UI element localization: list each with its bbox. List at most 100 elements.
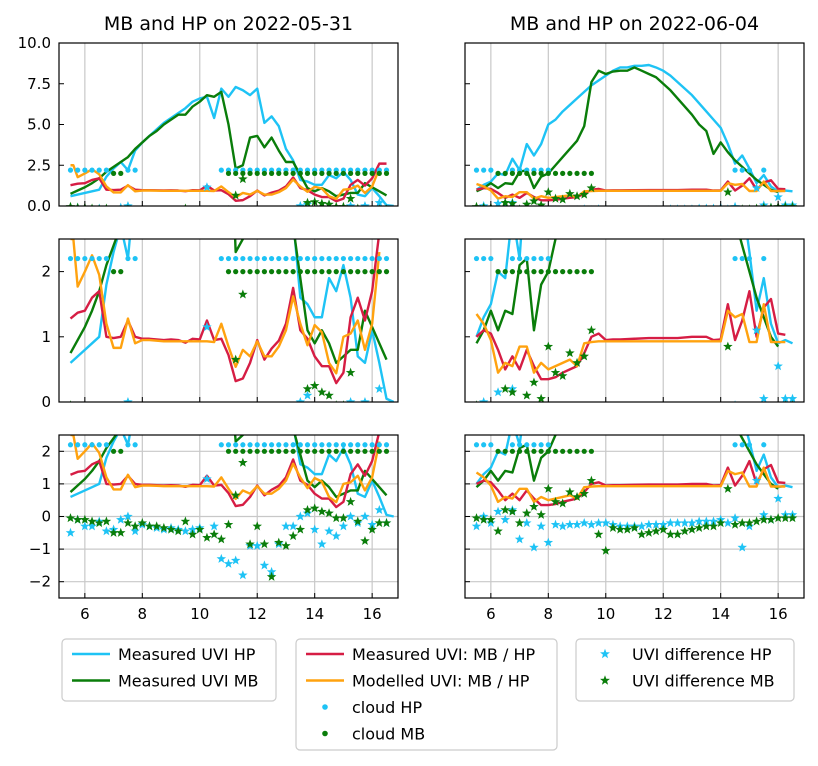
point-diff_mb: [737, 518, 747, 528]
point-diff_hp: [266, 566, 277, 576]
point-cloud_hp: [488, 442, 494, 448]
point-cloud_hp: [290, 255, 296, 262]
x-tick-label: 16: [769, 605, 788, 623]
point-diff_mb: [637, 210, 647, 219]
point-diff_mb: [184, 203, 187, 206]
point-cloud_mb: [290, 170, 296, 176]
point-cloud_hp: [340, 255, 347, 262]
point-cloud_hp: [369, 442, 375, 448]
point-diff_mb: [159, 207, 169, 216]
point-diff_mb: [773, 513, 783, 523]
point-cloud_mb: [495, 170, 501, 176]
point-diff_hp: [345, 511, 356, 521]
point-diff_mb: [755, 203, 758, 206]
point-cloud_mb: [240, 448, 246, 454]
point-diff_hp: [116, 514, 126, 524]
point-diff_mb: [543, 483, 554, 493]
point-diff_mb: [529, 196, 539, 206]
series-line-uvi_mb: [69, 90, 388, 198]
point-cloud_mb: [304, 269, 311, 275]
point-cloud_hp: [746, 255, 753, 262]
panel-title-d2: MB and HP on 2022-06-04: [510, 13, 759, 35]
point-diff_hp: [202, 474, 212, 484]
point-diff_mb: [173, 426, 183, 435]
point-diff_mb: [673, 433, 683, 442]
legend-label-ratio_meas: Measured UVI: MB / HP: [352, 645, 535, 664]
point-cloud_mb: [574, 269, 580, 275]
series-line-ratio_meas: [69, 239, 380, 385]
point-cloud_mb: [304, 448, 311, 454]
point-diff_mb: [680, 426, 690, 435]
point-cloud_hp: [96, 442, 102, 448]
point-diff_mb: [715, 518, 726, 528]
point-diff_hp: [310, 208, 320, 217]
point-diff_hp: [658, 413, 668, 422]
point-diff_hp: [493, 387, 503, 397]
point-diff_hp: [360, 511, 370, 521]
point-diff_mb: [123, 410, 133, 419]
point-diff_mb: [572, 491, 582, 501]
point-diff_hp: [267, 508, 277, 517]
point-diff_mb: [281, 216, 291, 225]
point-cloud_mb: [524, 170, 530, 176]
point-diff_hp: [751, 475, 762, 485]
plot-area: [473, 239, 798, 442]
point-cloud_hp: [355, 442, 361, 448]
point-diff_mb: [123, 518, 133, 528]
point-diff_mb: [672, 529, 683, 539]
point-diff_hp: [274, 215, 284, 224]
point-diff_mb: [780, 513, 791, 523]
point-cloud_mb: [283, 170, 289, 176]
point-cloud_mb: [355, 448, 361, 454]
y-tick-label: 2: [41, 442, 51, 460]
point-cloud_hp: [538, 442, 544, 448]
point-diff_mb: [630, 207, 640, 216]
point-diff_hp: [623, 417, 633, 426]
point-diff_hp: [665, 518, 676, 528]
point-cloud_hp: [276, 442, 282, 448]
point-diff_hp: [780, 393, 791, 402]
series-line-ratio_meas: [70, 435, 380, 509]
point-diff_mb: [173, 208, 183, 217]
point-diff_hp: [737, 542, 747, 552]
point-diff_mb: [144, 521, 155, 531]
point-diff_mb: [345, 193, 356, 203]
point-cloud_hp: [739, 167, 745, 173]
point-diff_mb: [658, 208, 668, 217]
point-diff_hp: [245, 216, 255, 225]
point-diff_hp: [773, 493, 783, 503]
point-diff_mb: [180, 516, 191, 526]
point-cloud_mb: [254, 448, 260, 454]
point-cloud_mb: [254, 269, 260, 275]
point-diff_mb: [522, 199, 532, 206]
point-cloud_hp: [89, 255, 95, 262]
point-diff_hp: [374, 504, 385, 515]
point-cloud_mb: [502, 269, 508, 275]
point-diff_mb: [116, 209, 126, 218]
point-diff_mb: [680, 208, 690, 217]
point-diff_mb: [345, 496, 356, 506]
point-diff_mb: [353, 407, 363, 416]
point-diff_mb: [73, 404, 83, 413]
point-diff_mb: [557, 194, 568, 204]
point-diff_hp: [217, 222, 227, 231]
legend-swatch-diff_mb: [600, 675, 610, 685]
point-cloud_hp: [509, 442, 516, 448]
point-diff_mb: [356, 203, 359, 206]
point-diff_mb: [706, 205, 707, 206]
point-cloud_mb: [581, 170, 587, 176]
point-diff_hp: [745, 417, 755, 426]
point-cloud_mb: [326, 170, 332, 176]
point-diff_hp: [188, 208, 198, 217]
point-cloud_mb: [545, 170, 551, 176]
point-diff_mb: [752, 407, 762, 416]
point-diff_hp: [173, 423, 183, 432]
point-diff_mb: [302, 504, 313, 515]
point-diff_hp: [522, 410, 532, 419]
point-cloud_mb: [276, 448, 282, 454]
point-diff_mb: [557, 498, 568, 508]
point-cloud_hp: [125, 167, 131, 173]
point-diff_mb: [760, 202, 767, 206]
point-diff_mb: [522, 508, 532, 518]
point-cloud_mb: [502, 448, 508, 454]
